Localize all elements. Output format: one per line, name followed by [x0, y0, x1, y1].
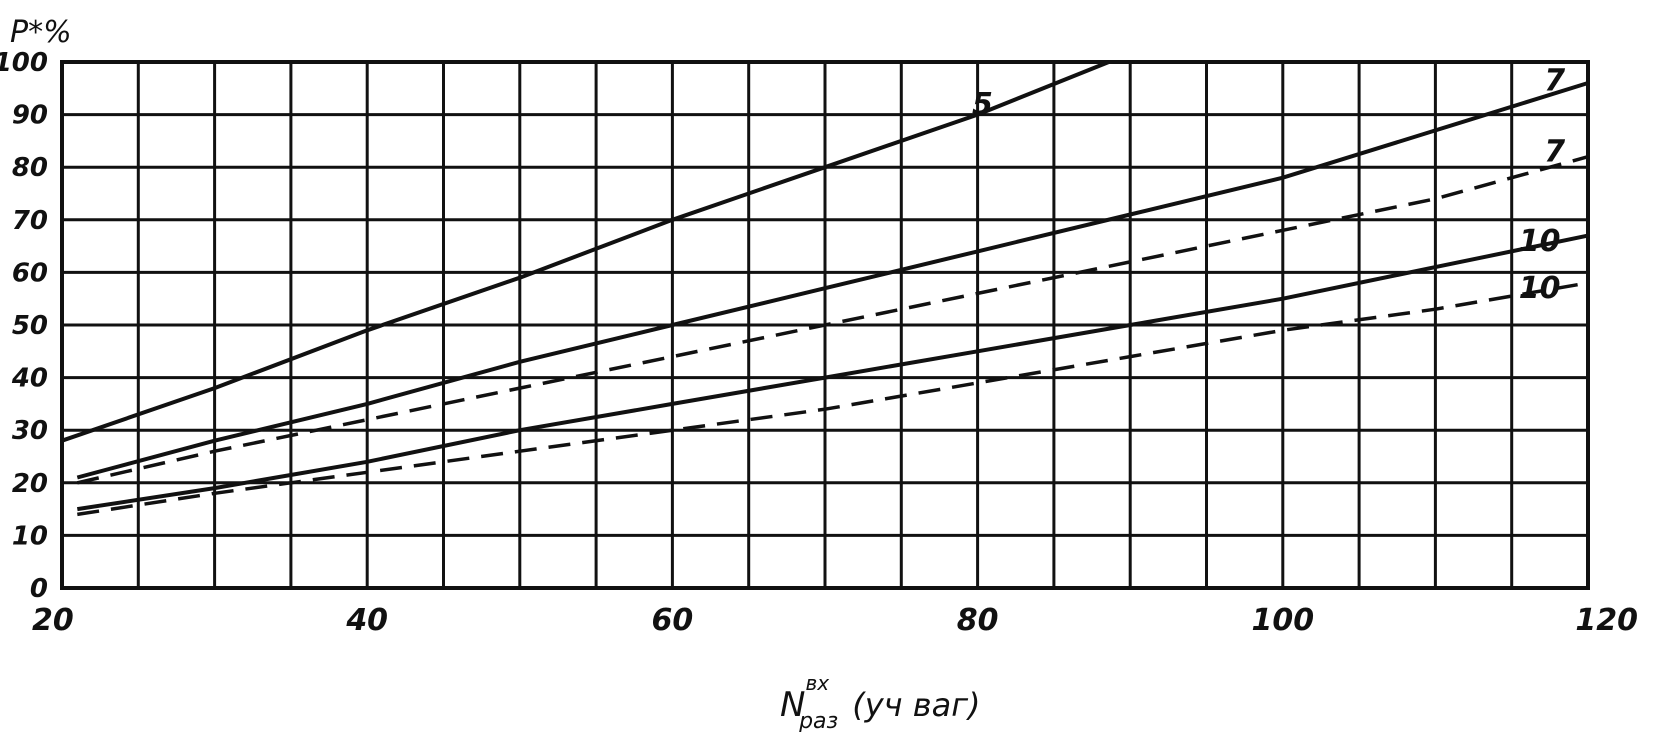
series-layer: [61, 60, 1589, 517]
y-tick-label: 20: [12, 469, 48, 499]
y-tick-label: 50: [12, 311, 48, 341]
x-axis-title: Nвх раз (уч ваг): [780, 671, 980, 732]
y-tick-label: 80: [12, 153, 48, 183]
x-tick-label: 60: [652, 603, 694, 638]
series-line-7-dashed: [76, 155, 1589, 485]
y-tick-label: 10: [12, 521, 48, 551]
x-tick-label: 100: [1251, 603, 1314, 638]
y-tick-label: 70: [12, 206, 48, 236]
series-line-10-dashed: [77, 281, 1589, 517]
y-axis-title: P*%: [10, 15, 72, 50]
y-tick-label: 90: [12, 101, 48, 131]
series-line-7-solid: [76, 81, 1589, 480]
y-tick-label: 100: [0, 48, 48, 78]
plot-frame: [60, 60, 1590, 590]
series-label-10-solid: 10: [1519, 224, 1561, 259]
series-label-7-solid: 7: [1544, 63, 1565, 98]
y-tick-label: 30: [12, 416, 48, 446]
x-tick-label: 80: [957, 603, 999, 638]
series-line-5-solid: [61, 60, 1110, 443]
y-tick-label: 40: [11, 364, 48, 394]
grid: [60, 60, 1590, 590]
series-line-10-solid: [76, 233, 1589, 512]
series-label-7-dashed: 7: [1544, 134, 1565, 169]
x-tick-label: 120: [1575, 603, 1638, 638]
x-tick-label: 20: [32, 603, 74, 638]
series-label-10-dashed: 10: [1519, 271, 1561, 306]
labels: 0 10 20 30 40 50 60 70 80 90 100 20 40 60 80 100 120 P*% N…: [0, 15, 1638, 732]
y-tick-label: 0: [30, 574, 48, 604]
y-tick-label: 60: [12, 258, 48, 288]
x-tick-label: 40: [345, 603, 388, 638]
series-label-5-solid: 5: [972, 87, 993, 122]
